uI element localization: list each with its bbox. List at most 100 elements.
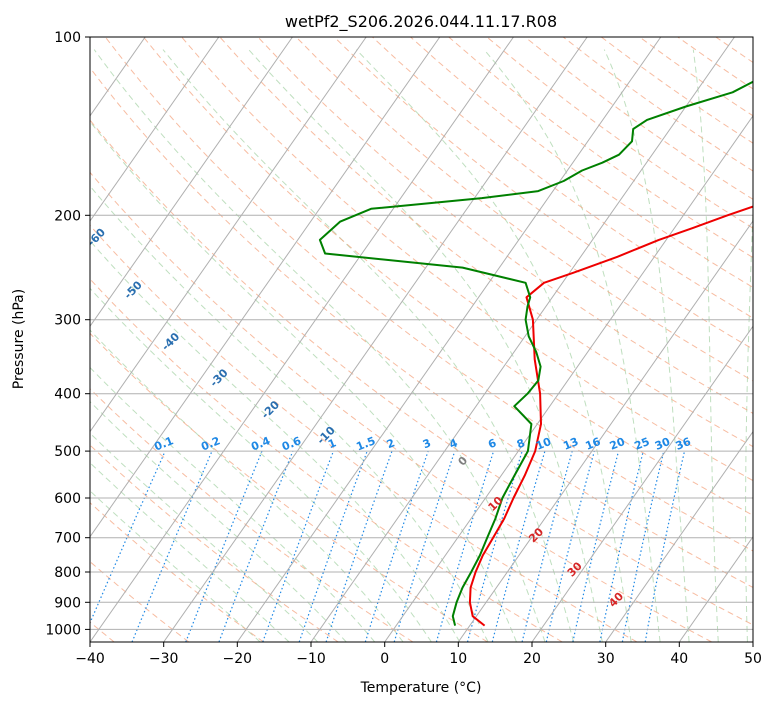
moist-adiabat	[483, 49, 661, 642]
isotherm-line	[90, 37, 367, 433]
dry-adiabat	[90, 502, 264, 642]
isotherm-line	[752, 641, 753, 642]
mixing-ratio-label: 30	[653, 435, 672, 453]
moist-adiabat	[90, 185, 489, 642]
y-tick-label: 100	[54, 30, 81, 46]
y-tick-label: 800	[54, 565, 81, 581]
x-axis-ticks: −40 −30 −20 −10 0 10 20 30 40 50	[75, 642, 762, 667]
x-tick-label: −30	[149, 651, 179, 667]
isotherm-line	[678, 535, 753, 642]
mixing-ratio-line	[435, 450, 495, 642]
moist-adiabat	[90, 329, 404, 642]
mixing-ratio-line	[262, 450, 334, 642]
dry-adiabat	[90, 67, 753, 588]
x-tick-label: 30	[597, 651, 615, 667]
dry-adiabat-label: -70	[47, 174, 70, 197]
dry-adiabat-label: -80	[9, 124, 32, 147]
isotherm-line	[90, 37, 293, 328]
isotherm-line	[90, 37, 220, 222]
y-tick-label: 600	[54, 491, 81, 507]
isotherm-line	[90, 37, 514, 642]
dewpoint-profile-line	[318, 80, 753, 626]
dry-adiabat	[90, 119, 753, 626]
mixing-ratio-line	[218, 450, 294, 642]
moist-adiabat	[603, 49, 690, 642]
moist-adiabat	[90, 120, 517, 642]
mixing-ratio-line	[325, 450, 393, 642]
moist-adiabat	[90, 287, 432, 642]
mixing-ratio-label: 2	[385, 436, 397, 451]
mixing-ratio-label: 20	[608, 435, 627, 453]
x-axis-label: Temperature (°C)	[360, 680, 482, 696]
moist-adiabat	[692, 49, 719, 642]
dry-adiabat	[143, 37, 753, 516]
y-tick-label: 300	[54, 313, 81, 329]
dry-adiabat	[295, 37, 753, 382]
profile-series	[318, 80, 753, 627]
x-tick-label: 50	[744, 651, 762, 667]
moist-adiabat	[248, 49, 603, 642]
mixing-ratio-label: 36	[674, 435, 693, 453]
y-tick-label: 900	[54, 595, 81, 611]
mixing-ratio-line	[521, 450, 573, 642]
dry-adiabat	[90, 224, 638, 642]
moist-adiabat	[90, 432, 319, 642]
mixing-ratio-label: 25	[632, 435, 651, 453]
moist-adiabat	[90, 240, 461, 642]
y-tick-label: 200	[54, 208, 81, 224]
mixing-ratio-label: 1	[326, 436, 338, 451]
mixing-ratio-line	[90, 450, 166, 625]
moist-adiabat	[90, 490, 261, 642]
x-tick-label: −20	[223, 651, 253, 667]
mixing-ratio-line	[545, 450, 595, 642]
moist-adiabats	[90, 49, 753, 642]
isotherm-line	[384, 114, 753, 642]
dry-adiabat	[104, 37, 753, 552]
mixing-ratio-line	[466, 450, 523, 642]
mixing-ratio-line	[599, 450, 644, 642]
mixing-ratio-line	[185, 450, 263, 642]
isotherm-line	[310, 37, 735, 642]
mixing-ratio-label: 8	[515, 436, 527, 451]
isotherm-line	[531, 325, 753, 642]
moist-adiabat	[162, 49, 575, 642]
moist-adiabat	[355, 49, 632, 642]
isotherm-line	[605, 430, 753, 642]
y-tick-label: 700	[54, 531, 81, 547]
isotherm-line	[457, 220, 753, 642]
mixing-ratio-line	[131, 450, 213, 642]
isotherm-line	[236, 37, 662, 642]
y-tick-label: 500	[54, 444, 81, 460]
temperature-profile-line	[468, 205, 753, 627]
isotherm-line	[163, 37, 588, 642]
moist-adiabat	[90, 400, 347, 642]
mixing-ratio-label: 16	[583, 435, 602, 453]
mixing-ratio-label: 10	[534, 435, 553, 453]
x-tick-label: −10	[296, 651, 326, 667]
x-tick-label: −40	[75, 651, 105, 667]
plot-area: 0.10.20.40.611.52346810131620253036-100-…	[9, 37, 753, 642]
dry-adiabat	[257, 37, 753, 414]
chart-title: wetPf2_S206.2026.044.11.17.R08	[285, 12, 557, 32]
moist-adiabat	[745, 198, 753, 642]
axes-frame	[89, 36, 754, 643]
dry-adiabat	[90, 332, 488, 642]
x-tick-label: 20	[523, 651, 541, 667]
dry-adiabat	[219, 37, 753, 448]
dry-adiabat	[90, 171, 712, 642]
moist-adiabat	[93, 49, 546, 642]
grid-lines	[90, 37, 753, 642]
x-tick-label: 40	[670, 651, 688, 667]
mixing-ratio-line	[364, 450, 429, 642]
moist-adiabat	[90, 462, 290, 642]
y-tick-label: 400	[54, 387, 81, 403]
dry-adiabat	[90, 278, 563, 642]
dry-adiabat	[410, 37, 753, 289]
mixing-ratio-label: 3	[421, 436, 433, 451]
y-axis-ticks: 100 200 300 400 500 600 700 800 900 1000	[45, 30, 90, 638]
mixing-ratio-line	[572, 450, 620, 642]
y-axis-label: Pressure (hPa)	[11, 289, 27, 389]
y-tick-label: 1000	[45, 622, 81, 638]
x-tick-label: 10	[449, 651, 467, 667]
